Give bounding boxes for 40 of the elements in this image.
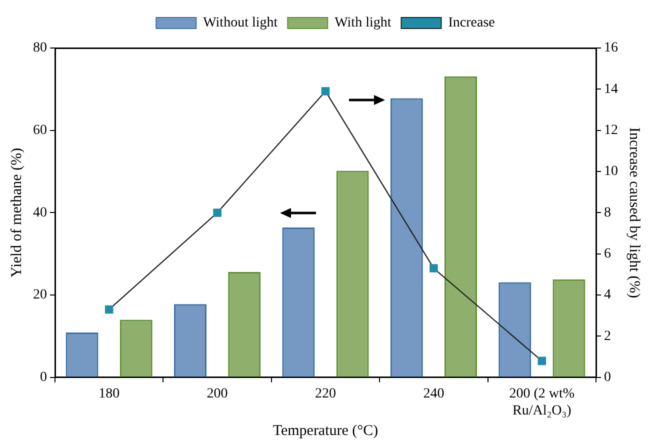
- x-tick-label: 240: [423, 386, 444, 402]
- y-tick-label: 20: [33, 288, 47, 303]
- y2-tick-label: 8: [604, 205, 611, 220]
- y2-axis-title: Increase caused by light (%): [626, 127, 642, 298]
- y2-tick-label: 14: [604, 82, 618, 97]
- point: [430, 264, 438, 272]
- y2-tick-label: 12: [604, 123, 618, 138]
- x-axis-title: Temperature (°C): [272, 422, 378, 439]
- x-tick-label: 180: [98, 386, 120, 402]
- legend-label: Increase: [448, 16, 495, 31]
- y2-tick-label: 2: [604, 328, 611, 344]
- y-tick-label: 0: [40, 370, 47, 386]
- y-tick-label: 80: [33, 40, 47, 56]
- x-tick-label: 200 (2 wt% Ru/Al₂O₃): [509, 386, 575, 418]
- y2-tick-label: 6: [604, 246, 611, 262]
- x-tick-label: 200: [206, 386, 228, 402]
- legend-label: With light: [334, 16, 392, 31]
- point: [213, 208, 222, 217]
- point: [321, 87, 330, 96]
- bar: [552, 279, 586, 377]
- bar: [228, 272, 261, 377]
- y2-tick-label: 0: [604, 370, 611, 386]
- point: [104, 305, 114, 314]
- y-tick-label: 60: [33, 123, 47, 138]
- bar: [390, 98, 423, 377]
- bar: [174, 304, 206, 377]
- legend-label: Without light: [203, 16, 278, 31]
- bar: [120, 320, 152, 377]
- bar: [498, 282, 532, 377]
- y2-tick-label: 4: [604, 288, 611, 303]
- y-axis-title: Yield of methane (%): [8, 148, 25, 278]
- x-tick-label: 220: [315, 386, 336, 402]
- bar: [282, 228, 315, 377]
- point: [538, 356, 546, 366]
- bar: [66, 332, 98, 377]
- bar: [336, 170, 369, 377]
- y-tick-label: 40: [33, 205, 47, 220]
- y2-tick-label: 10: [604, 164, 618, 180]
- bar: [444, 76, 477, 377]
- y2-tick-label: 16: [604, 40, 618, 56]
